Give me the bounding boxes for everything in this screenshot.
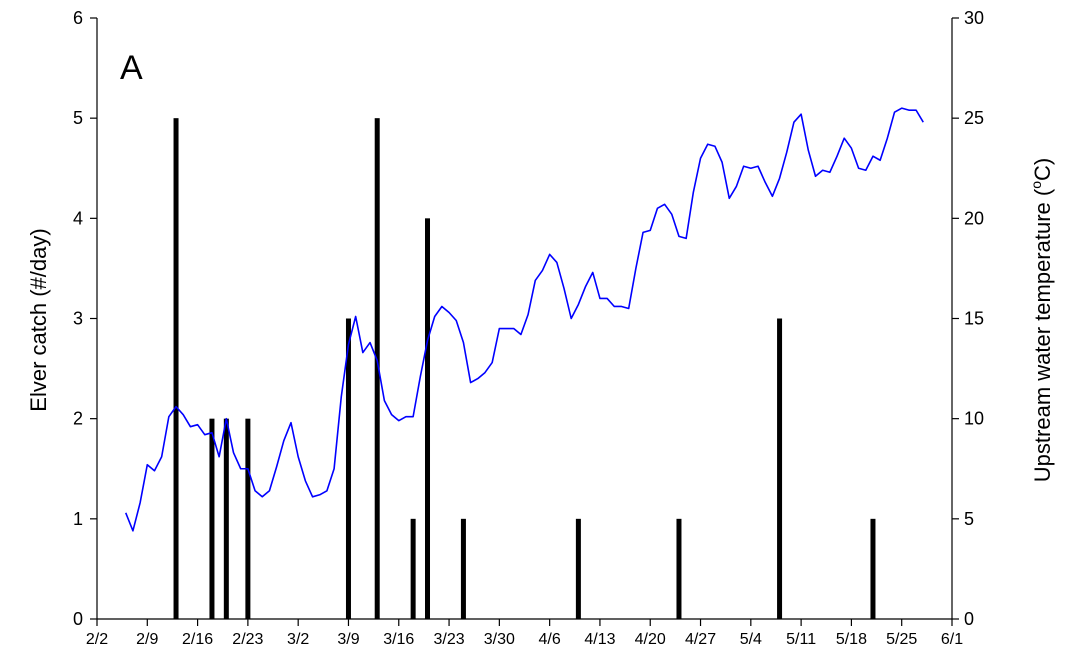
tick-labels-group: 0 1 2 3 4 5 6 0 5 10 15 20 25 30 2/2 2/9 2/16 2/23 3/2 3/9 3…: [73, 8, 984, 648]
y2-axis-title-pre: Upstream water temperature (: [1030, 188, 1055, 482]
x-tick-label: 4/6: [539, 631, 561, 648]
y2-axis-title: Upstream water temperature (oC): [1028, 158, 1055, 482]
x-tick-label: 5/11: [786, 631, 816, 648]
x-tick-label: 2/23: [232, 631, 263, 648]
x-tick-label: 5/4: [740, 631, 762, 648]
catch-bar: [425, 218, 431, 620]
x-tick-label: 6/1: [941, 631, 963, 648]
y2-tick-label: 15: [964, 309, 984, 329]
x-tick-label: 2/2: [86, 631, 108, 648]
catch-bar: [209, 418, 215, 619]
temperature-line: [124, 107, 924, 532]
catch-bar: [374, 118, 380, 620]
y2-tick-label: 20: [964, 208, 984, 228]
y-axis-title: Elver catch (#/day): [26, 228, 51, 411]
x-tick-label: 2/9: [136, 631, 158, 648]
y-tick-label: 3: [73, 309, 83, 329]
y-tick-label: 6: [73, 8, 83, 28]
y-tick-label: 1: [73, 509, 83, 529]
y-tick-label: 5: [73, 108, 83, 128]
x-tick-label: 4/27: [685, 631, 716, 648]
y-tick-label: 4: [73, 208, 83, 228]
x-tick-label: 3/30: [484, 631, 515, 648]
catch-bar: [223, 418, 229, 619]
y2-tick-label: 5: [964, 509, 974, 529]
y2-axis-title-sup: o: [1028, 181, 1044, 189]
x-tick-label: 3/2: [287, 631, 309, 648]
catch-bar: [676, 518, 682, 619]
y2-tick-label: 25: [964, 108, 984, 128]
y2-axis-title-post: C): [1030, 158, 1055, 181]
x-tick-label: 2/16: [182, 631, 213, 648]
bar-series: [173, 118, 876, 620]
temperature-line-series: [124, 107, 924, 532]
catch-bar: [345, 318, 351, 619]
x-tick-label: 5/18: [836, 631, 867, 648]
y-tick-label: 2: [73, 409, 83, 429]
y-tick-label: 0: [73, 609, 83, 629]
x-tick-label: 4/13: [584, 631, 615, 648]
y2-tick-label: 0: [964, 609, 974, 629]
catch-bar: [410, 518, 416, 619]
catch-bar: [575, 518, 581, 619]
x-tick-label: 3/23: [433, 631, 464, 648]
panel-label: A: [120, 49, 143, 87]
x-tick-label: 3/16: [383, 631, 414, 648]
y2-tick-label: 30: [964, 8, 984, 28]
catch-bar: [777, 318, 783, 619]
x-tick-label: 5/25: [886, 631, 917, 648]
x-tick-label: 3/9: [337, 631, 359, 648]
y2-tick-label: 10: [964, 409, 984, 429]
catch-bar: [173, 118, 179, 620]
axes-group: [90, 17, 959, 626]
catch-bar: [245, 418, 251, 619]
catch-bar: [460, 518, 466, 619]
catch-bar: [870, 518, 876, 619]
x-tick-label: 4/20: [635, 631, 666, 648]
